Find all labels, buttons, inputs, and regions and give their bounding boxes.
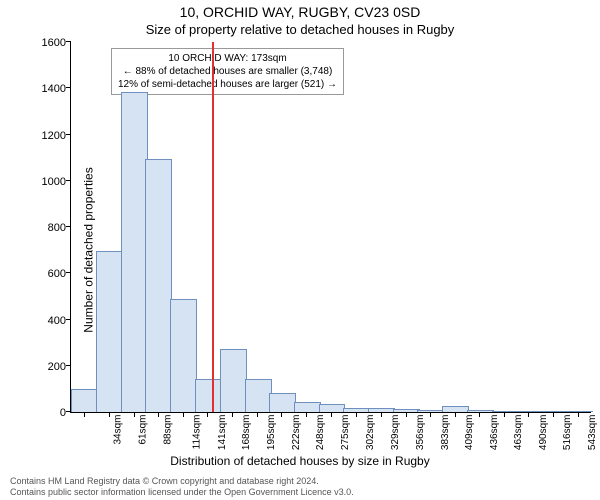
- x-tick-label: 463sqm: [514, 415, 525, 451]
- y-tick-mark: [66, 87, 71, 88]
- histogram-bar: [71, 389, 98, 412]
- x-tick-mark: [84, 412, 85, 417]
- annotation-line: ← 88% of detached houses are smaller (3,…: [118, 65, 337, 78]
- x-tick-label: 88sqm: [162, 415, 173, 445]
- histogram-bar: [220, 349, 247, 412]
- y-tick-label: 0: [31, 407, 66, 419]
- annotation-line: 10 ORCHID WAY: 173sqm: [118, 52, 337, 65]
- x-tick-label: 168sqm: [242, 415, 253, 451]
- x-tick-mark: [406, 412, 407, 417]
- histogram-bar: [566, 411, 593, 412]
- x-tick-label: 222sqm: [291, 415, 302, 451]
- x-tick-mark: [455, 412, 456, 417]
- x-tick-mark: [281, 412, 282, 417]
- y-tick-label: 1200: [31, 130, 66, 142]
- x-tick-label: 356sqm: [415, 415, 426, 451]
- x-tick-label: 61sqm: [137, 415, 148, 445]
- x-tick-label: 248sqm: [315, 415, 326, 451]
- histogram-bar: [96, 251, 123, 412]
- x-tick-label: 409sqm: [464, 415, 475, 451]
- y-tick-mark: [66, 226, 71, 227]
- reference-line: [212, 42, 214, 412]
- x-tick-label: 141sqm: [217, 415, 228, 451]
- annotation-box: 10 ORCHID WAY: 173sqm← 88% of detached h…: [111, 48, 344, 95]
- histogram-bar: [170, 299, 197, 412]
- y-tick-label: 1000: [31, 176, 66, 188]
- y-tick-mark: [66, 134, 71, 135]
- histogram-bar: [245, 379, 272, 412]
- x-axis-label: Distribution of detached houses by size …: [0, 454, 600, 468]
- x-tick-mark: [356, 412, 357, 417]
- x-tick-label: 302sqm: [365, 415, 376, 451]
- x-tick-label: 329sqm: [390, 415, 401, 451]
- x-tick-label: 516sqm: [562, 415, 573, 451]
- y-tick-mark: [66, 180, 71, 181]
- y-tick-label: 400: [31, 315, 66, 327]
- x-tick-mark: [207, 412, 208, 417]
- y-tick-mark: [66, 411, 71, 412]
- x-tick-mark: [134, 412, 135, 417]
- x-tick-mark: [109, 412, 110, 417]
- histogram-bar: [294, 402, 321, 412]
- y-tick-mark: [66, 272, 71, 273]
- x-tick-mark: [183, 412, 184, 417]
- plot-area: 10 ORCHID WAY: 173sqm← 88% of detached h…: [70, 42, 591, 413]
- x-tick-mark: [578, 412, 579, 417]
- x-tick-label: 114sqm: [191, 415, 202, 450]
- histogram-bar: [145, 159, 172, 412]
- x-tick-mark: [158, 412, 159, 417]
- footer-credits: Contains HM Land Registry data © Crown c…: [10, 476, 354, 498]
- x-tick-label: 383sqm: [440, 415, 451, 451]
- x-tick-mark: [381, 412, 382, 417]
- histogram-bar: [319, 404, 346, 412]
- y-tick-mark: [66, 365, 71, 366]
- x-tick-label: 436sqm: [489, 415, 500, 451]
- x-tick-mark: [528, 412, 529, 417]
- chart-container: 10, ORCHID WAY, RUGBY, CV23 0SD Size of …: [0, 0, 600, 500]
- x-tick-mark: [430, 412, 431, 417]
- footer-line-2: Contains public sector information licen…: [10, 487, 354, 498]
- histogram-bar: [121, 92, 148, 412]
- histogram-bar: [541, 411, 568, 412]
- x-tick-label: 275sqm: [340, 415, 351, 451]
- histogram-bar: [442, 406, 469, 412]
- x-tick-label: 195sqm: [266, 415, 277, 451]
- y-tick-label: 1400: [31, 83, 66, 95]
- x-tick-mark: [479, 412, 480, 417]
- x-tick-label: 543sqm: [587, 415, 598, 451]
- y-tick-mark: [66, 41, 71, 42]
- x-tick-mark: [504, 412, 505, 417]
- y-tick-label: 800: [31, 222, 66, 234]
- x-tick-mark: [331, 412, 332, 417]
- histogram-bar: [417, 410, 444, 412]
- histogram-bar: [269, 393, 296, 413]
- footer-line-1: Contains HM Land Registry data © Crown c…: [10, 476, 354, 487]
- chart-title-1: 10, ORCHID WAY, RUGBY, CV23 0SD: [0, 4, 600, 20]
- x-tick-mark: [232, 412, 233, 417]
- histogram-bar: [195, 379, 222, 412]
- y-tick-label: 1600: [31, 37, 66, 49]
- y-tick-mark: [66, 319, 71, 320]
- annotation-line: 12% of semi-detached houses are larger (…: [118, 78, 337, 91]
- x-tick-mark: [553, 412, 554, 417]
- x-tick-label: 490sqm: [538, 415, 549, 451]
- x-tick-mark: [306, 412, 307, 417]
- y-tick-label: 600: [31, 268, 66, 280]
- y-tick-label: 200: [31, 361, 66, 373]
- x-tick-mark: [257, 412, 258, 417]
- x-tick-label: 34sqm: [112, 415, 123, 445]
- chart-title-2: Size of property relative to detached ho…: [0, 22, 600, 37]
